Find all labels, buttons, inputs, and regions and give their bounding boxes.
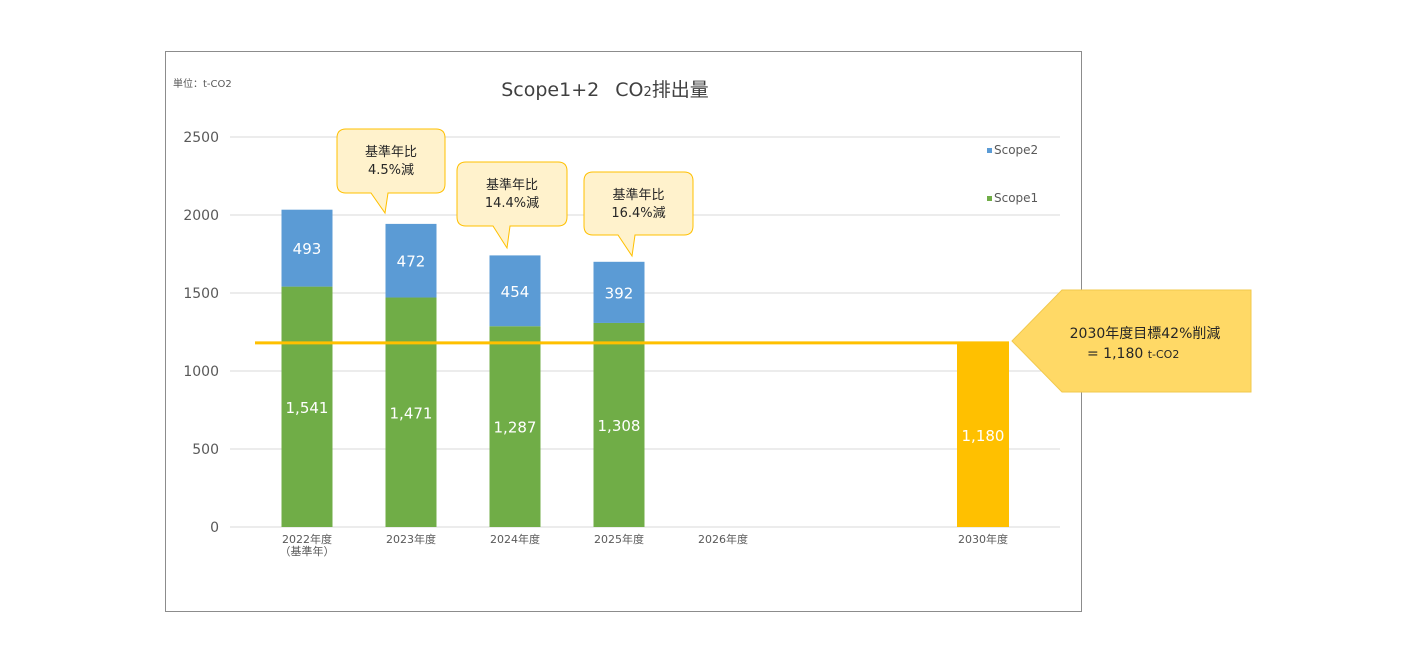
title-co2: CO bbox=[615, 79, 643, 101]
data-label: 1,308 bbox=[598, 417, 641, 435]
y-tick-label: 0 bbox=[210, 520, 219, 536]
bar-scope1 bbox=[593, 322, 645, 527]
callout-bubble bbox=[456, 161, 568, 250]
data-label: 454 bbox=[501, 283, 530, 301]
legend-swatch-scope1 bbox=[987, 196, 992, 201]
callout-line1: 基準年比 bbox=[612, 187, 664, 203]
target-callout-line2: = 1,180 t-CO2 bbox=[1087, 346, 1179, 362]
data-label: 493 bbox=[293, 240, 322, 258]
y-tick-label: 500 bbox=[192, 442, 219, 458]
x-tick-label: 2025年度 bbox=[594, 532, 644, 546]
legend-label-scope1: Scope1 bbox=[994, 191, 1038, 205]
legend-swatch-scope2 bbox=[987, 148, 992, 153]
data-label: 1,471 bbox=[390, 404, 433, 422]
x-tick-label: 2026年度 bbox=[698, 532, 748, 546]
callout-bubble bbox=[336, 128, 446, 215]
bar-scope2 bbox=[385, 223, 437, 298]
data-label: 392 bbox=[605, 284, 634, 302]
data-label: 1,541 bbox=[286, 399, 329, 417]
bar-scope2 bbox=[593, 261, 645, 323]
callout-line2: 16.4%減 bbox=[611, 205, 665, 221]
bar-scope1 bbox=[489, 326, 541, 527]
callout-line1: 基準年比 bbox=[365, 144, 417, 160]
target-data-label: 1,180 bbox=[962, 427, 1005, 445]
y-tick-label: 1000 bbox=[183, 364, 219, 380]
x-tick-label: 2022年度 bbox=[282, 532, 332, 546]
callout-bubble bbox=[583, 171, 694, 258]
title-sub: 2 bbox=[643, 85, 651, 100]
data-label: 472 bbox=[397, 253, 426, 271]
title-main: Scope1+2 bbox=[501, 79, 599, 101]
callout-line2: 4.5%減 bbox=[368, 162, 414, 178]
x-tick-label: 2024年度 bbox=[490, 532, 540, 546]
chart-title: Scope1+2 CO2排出量 bbox=[501, 79, 709, 101]
x-tick-label: 2030年度 bbox=[958, 532, 1008, 546]
data-label: 1,287 bbox=[494, 419, 537, 437]
unit-label: 単位：t-CO2 bbox=[173, 77, 232, 90]
target-callout-line1: 2030年度目標42%削減 bbox=[1070, 325, 1221, 342]
callout-line1: 基準年比 bbox=[486, 177, 538, 193]
target-callout bbox=[1011, 289, 1252, 393]
y-tick-label: 2000 bbox=[183, 208, 219, 224]
y-tick-label: 2500 bbox=[183, 130, 219, 146]
bar-target-2030 bbox=[957, 342, 1009, 527]
legend-label-scope2: Scope2 bbox=[994, 143, 1038, 157]
x-tick-label: 2023年度 bbox=[386, 532, 436, 546]
title-tail: 排出量 bbox=[652, 79, 709, 101]
callout-line2: 14.4%減 bbox=[485, 195, 539, 211]
x-tick-sublabel: （基準年） bbox=[280, 544, 335, 558]
bar-scope1 bbox=[281, 286, 333, 527]
y-tick-label: 1500 bbox=[183, 286, 219, 302]
bar-scope2 bbox=[489, 255, 541, 327]
bar-scope2 bbox=[281, 209, 333, 287]
bar-scope1 bbox=[385, 297, 437, 527]
